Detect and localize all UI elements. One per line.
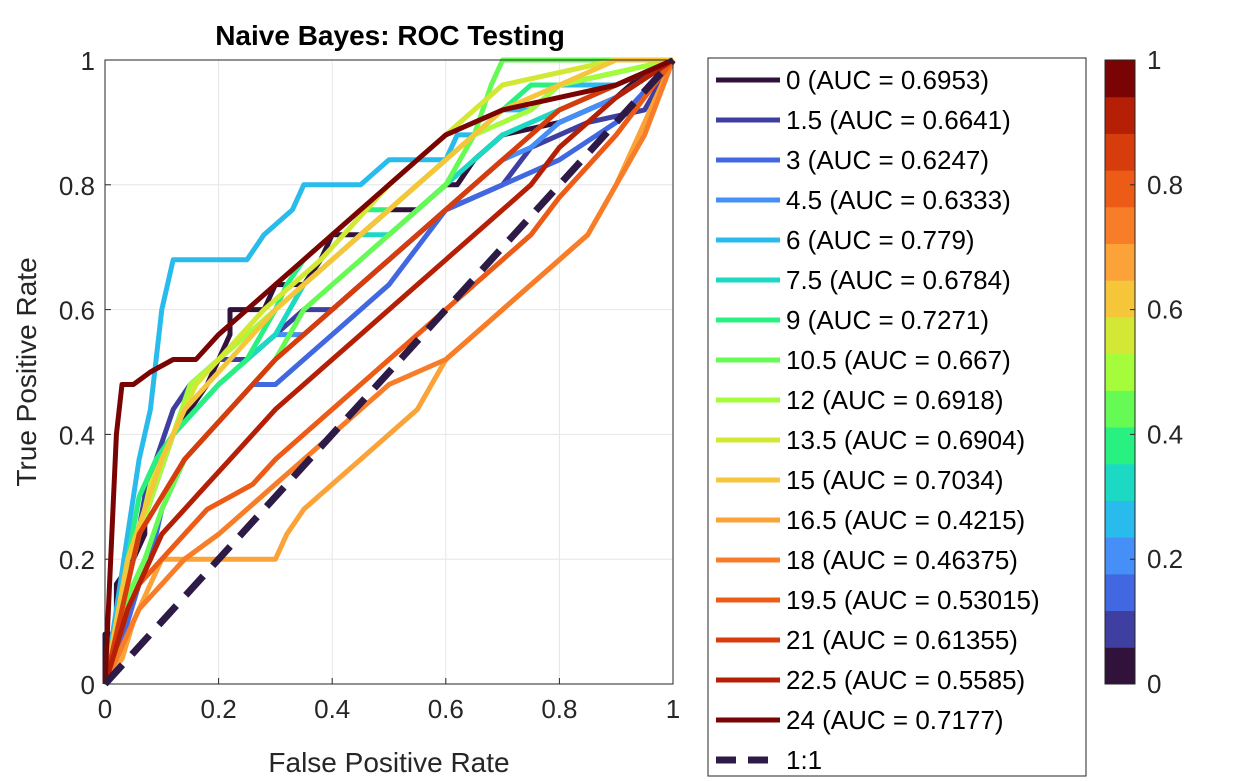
plot-frame xyxy=(104,59,674,685)
legend: 0 (AUC = 0.6953) 1.5 (AUC = 0.6641) 3 (AUC… xyxy=(716,65,1040,775)
legend-entry-label: 15 (AUC = 0.7034) xyxy=(786,465,1004,495)
legend-entry-label: 3 (AUC = 0.6247) xyxy=(786,145,989,175)
colorbar-tick-label: 0.6 xyxy=(1147,295,1183,325)
series-line-17 xyxy=(102,57,676,687)
legend-entry-label: 10.5 (AUC = 0.667) xyxy=(786,345,1011,375)
legend-entry-label: 1:1 xyxy=(786,745,822,775)
y-axis-label: True Positive Rate xyxy=(11,257,42,486)
legend-box xyxy=(707,57,1087,777)
colorbar-segment xyxy=(1105,133,1135,171)
x-axis-label: False Positive Rate xyxy=(268,747,509,778)
colorbar-tick-label: 0.4 xyxy=(1147,419,1183,449)
colorbar-tick-label: 1 xyxy=(1147,45,1161,75)
series-layer xyxy=(102,57,676,687)
legend-entry-label: 9 (AUC = 0.7271) xyxy=(786,305,989,335)
y-tick-label: 0.2 xyxy=(59,545,95,575)
colorbar-tick-label: 0 xyxy=(1147,669,1161,699)
colorbar-segment xyxy=(1105,206,1135,245)
x-tick-label: 0.8 xyxy=(541,694,577,724)
colorbar-segment xyxy=(1105,316,1135,355)
legend-entry-label: 12 (AUC = 0.6918) xyxy=(786,385,1004,415)
x-tick-label: 0.2 xyxy=(201,694,237,724)
colorbar-segment xyxy=(1105,280,1135,318)
colorbar-segment xyxy=(1105,537,1135,575)
x-tick-label: 0.4 xyxy=(314,694,350,724)
colorbar xyxy=(1104,59,1136,685)
y-tick-label: 1 xyxy=(81,46,95,76)
legend-entry-label: 22.5 (AUC = 0.5585) xyxy=(786,665,1025,695)
colorbar-segment xyxy=(1105,353,1135,391)
series-line-15 xyxy=(102,57,675,685)
colorbar-segment xyxy=(1105,243,1135,281)
legend-entry-label: 0 (AUC = 0.6953) xyxy=(786,65,989,95)
series-line-7 xyxy=(102,57,673,685)
legend-entry-label: 7.5 (AUC = 0.6784) xyxy=(786,265,1011,295)
chart-title: Naive Bayes: ROC Testing xyxy=(215,20,565,51)
series-line-12 xyxy=(102,59,676,686)
x-tick-label: 1 xyxy=(666,694,680,724)
legend-entry-label: 21 (AUC = 0.61355) xyxy=(786,625,1018,655)
colorbar-tick-labels: 0 0.2 0.4 0.6 0.8 1 xyxy=(1147,45,1183,699)
y-tick-label: 0 xyxy=(81,670,95,700)
colorbar-segment xyxy=(1105,170,1135,208)
series-line-16 xyxy=(102,57,675,685)
legend-entry-label: 19.5 (AUC = 0.53015) xyxy=(786,585,1040,615)
series-line-14 xyxy=(102,57,675,685)
colorbar-frame xyxy=(1104,59,1136,685)
colorbar-segment xyxy=(1105,573,1135,612)
colorbar-tick-label: 0.8 xyxy=(1147,170,1183,200)
y-tick-labels: 0 0.2 0.4 0.6 0.8 1 xyxy=(59,46,95,700)
x-tick-labels: 0 0.2 0.4 0.6 0.8 1 xyxy=(98,694,680,724)
legend-entry-label: 24 (AUC = 0.7177) xyxy=(786,705,1004,735)
colorbar-segment xyxy=(1105,610,1135,648)
legend-entry-label: 1.5 (AUC = 0.6641) xyxy=(786,105,1011,135)
y-tick-label: 0.6 xyxy=(59,296,95,326)
colorbar-segment xyxy=(1105,647,1135,685)
colorbar-tick-label: 0.2 xyxy=(1147,544,1183,574)
series-line-13 xyxy=(102,58,675,685)
colorbar-segment xyxy=(1105,463,1135,501)
legend-entry-label: 16.5 (AUC = 0.4215) xyxy=(786,505,1025,535)
colorbar-segment xyxy=(1105,390,1135,428)
series-line-10 xyxy=(102,57,673,685)
y-tick-label: 0.8 xyxy=(59,171,95,201)
colorbar-segment xyxy=(1105,427,1135,465)
y-tick-label: 0.4 xyxy=(59,420,95,450)
legend-entry-label: 6 (AUC = 0.779) xyxy=(786,225,975,255)
colorbar-segment xyxy=(1105,96,1135,134)
x-tick-label: 0.6 xyxy=(428,694,464,724)
legend-entry-label: 13.5 (AUC = 0.6904) xyxy=(786,425,1025,455)
legend-entry-label: 18 (AUC = 0.46375) xyxy=(786,545,1018,575)
x-tick-label: 0 xyxy=(98,694,112,724)
legend-entry-label: 4.5 (AUC = 0.6333) xyxy=(786,185,1011,215)
colorbar-segment xyxy=(1105,60,1135,98)
colorbar-segment xyxy=(1105,500,1135,538)
